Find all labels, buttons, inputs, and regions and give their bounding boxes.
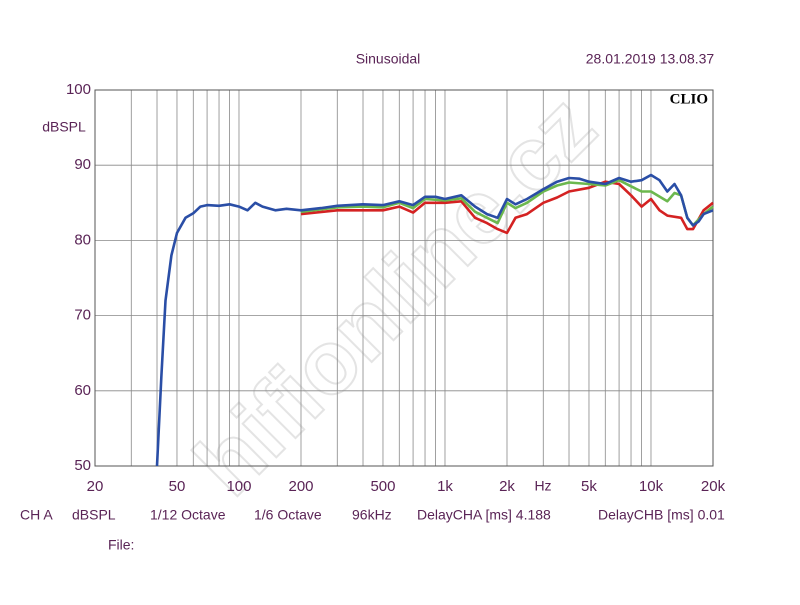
x-tick-label: 50 (169, 478, 186, 495)
footer-item: 96kHz (352, 507, 392, 523)
footer-item: 1/6 Octave (254, 507, 322, 523)
x-tick-label: 5k (581, 478, 597, 495)
y-tick-label: 80 (74, 231, 91, 248)
y-tick-label: 70 (74, 307, 91, 324)
x-unit-label: Hz (534, 478, 551, 494)
file-label: File: (108, 537, 134, 553)
chart-title: Sinusoidal (356, 51, 421, 67)
footer-item: CH A (20, 507, 53, 523)
y-tick-label: 90 (74, 156, 91, 173)
logo: CLIO (670, 91, 708, 107)
y-tick-label: 50 (74, 457, 91, 474)
x-tick-label: 1k (437, 478, 453, 495)
x-tick-label: 200 (288, 478, 313, 495)
x-tick-label: 10k (639, 478, 664, 495)
y-tick-label: 100 (66, 81, 91, 98)
x-tick-label: 100 (226, 478, 251, 495)
footer-item: dBSPL (72, 507, 116, 523)
x-tick-label: 500 (370, 478, 395, 495)
footer-item: DelayCHA [ms] 4.188 (417, 507, 551, 523)
footer-item: 1/12 Octave (150, 507, 226, 523)
series-line (300, 180, 714, 235)
y-tick-label: 60 (74, 382, 91, 399)
timestamp: 28.01.2019 13.08.37 (586, 51, 715, 67)
x-tick-label: 20 (87, 478, 104, 495)
y-axis-label: dBSPL (42, 119, 86, 135)
x-tick-label: 20k (701, 478, 726, 495)
series-line (155, 173, 714, 467)
series-line (300, 178, 714, 227)
x-tick-label: 2k (499, 478, 515, 495)
footer-item: DelayCHB [ms] 0.01 (598, 507, 725, 523)
plot-frame (94, 89, 714, 467)
